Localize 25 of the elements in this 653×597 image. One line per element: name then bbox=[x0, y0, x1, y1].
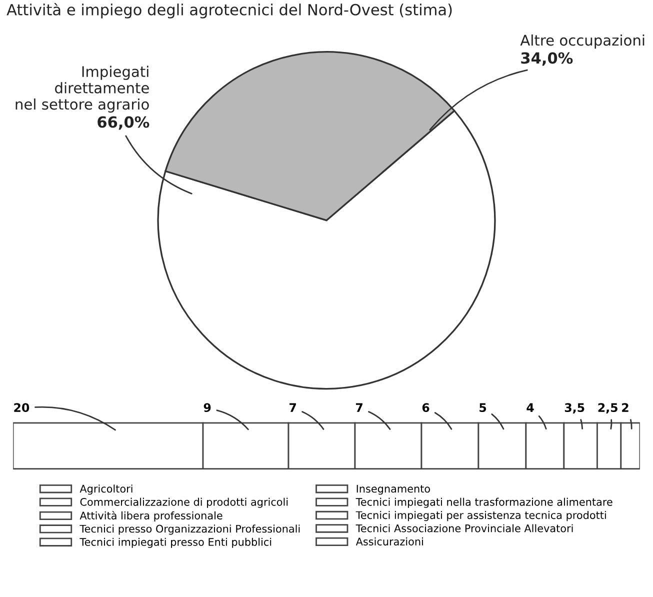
legend-label: Assicurazioni bbox=[356, 537, 423, 546]
data-label: 7 bbox=[289, 403, 296, 412]
data-label: 34,0% bbox=[521, 52, 573, 66]
legend-label: Tecnici Associazione Provinciale Allevatori bbox=[356, 524, 573, 532]
legend-label: Insegnamento bbox=[356, 484, 430, 495]
slice-label: Altre occupazioni bbox=[520, 34, 644, 49]
legend-label: Tecnici impiegati per assistenza tecnica prodotti bbox=[356, 511, 606, 522]
data-label: 9 bbox=[204, 403, 211, 412]
data-label: 20 bbox=[14, 403, 30, 412]
data-label: 5 bbox=[480, 403, 486, 412]
legend-label: Tecnici impiegati presso Enti pubblici bbox=[80, 538, 272, 548]
legend-label: Tecnici impiegati nella trasformazione alimentare bbox=[356, 498, 612, 508]
slice-label: Impiegati direttamente nel settore agrario bbox=[16, 66, 149, 113]
data-label: 3,5 bbox=[564, 403, 584, 414]
chart-title: Attività e impiego degli agrotecnici del Nord-Ovest (stima) bbox=[6, 2, 452, 18]
data-label: 66,0% bbox=[98, 116, 150, 130]
data-label: 7 bbox=[356, 403, 362, 412]
legend-label: Commercializzazione di prodotti agricoli bbox=[80, 498, 288, 508]
data-label: 2,5 bbox=[598, 403, 618, 414]
legend-label: Attività libera professionale bbox=[80, 511, 222, 522]
legend-label: Tecnici presso Organizzazioni Professionali bbox=[80, 524, 300, 535]
data-label: 6 bbox=[422, 403, 430, 412]
data-label: 2 bbox=[622, 403, 628, 412]
data-label: 4 bbox=[526, 403, 534, 412]
legend-label: Agricoltori bbox=[80, 484, 132, 495]
